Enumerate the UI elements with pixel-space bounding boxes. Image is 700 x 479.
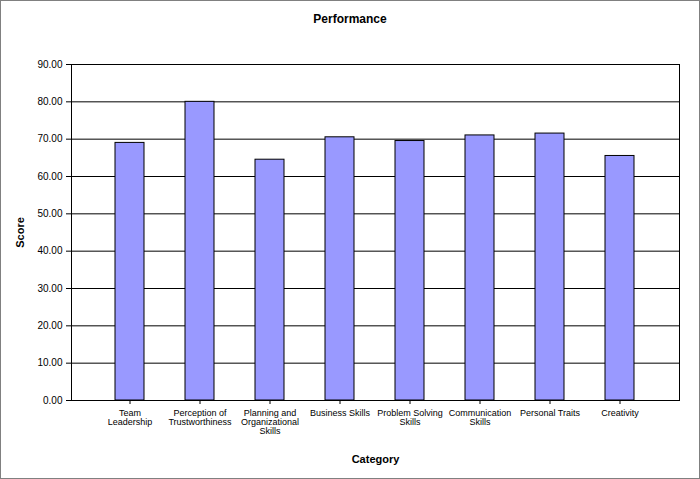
html-text:Performance: Performance [313,12,387,26]
svg-text:CommunicationSkills: CommunicationSkills [449,408,512,427]
svg-text:Personal Traits: Personal Traits [520,408,581,418]
svg-text:Perception ofTrustworthiness: Perception ofTrustworthiness [168,408,232,427]
svg-text:80.00: 80.00 [37,96,62,107]
svg-text:10.00: 10.00 [37,357,62,368]
svg-text:Category: Category [352,453,401,465]
svg-text:70.00: 70.00 [37,133,62,144]
svg-text:Score: Score [14,217,26,248]
svg-text:Creativity: Creativity [601,408,639,418]
svg-text:60.00: 60.00 [37,171,62,182]
svg-text:90.00: 90.00 [37,59,62,70]
svg-text:40.00: 40.00 [37,245,62,256]
svg-text:TeamLeadership: TeamLeadership [108,408,153,427]
svg-text:Problem SolvingSkills: Problem SolvingSkills [377,408,443,427]
svg-text:20.00: 20.00 [37,320,62,331]
svg-text:30.00: 30.00 [37,283,62,294]
svg-text:Business Skills: Business Skills [310,408,371,418]
svg-text:50.00: 50.00 [37,208,62,219]
svg-text:0.00: 0.00 [43,395,63,406]
svg-text:Planning andOrganizationalSkil: Planning andOrganizationalSkills [241,408,299,436]
